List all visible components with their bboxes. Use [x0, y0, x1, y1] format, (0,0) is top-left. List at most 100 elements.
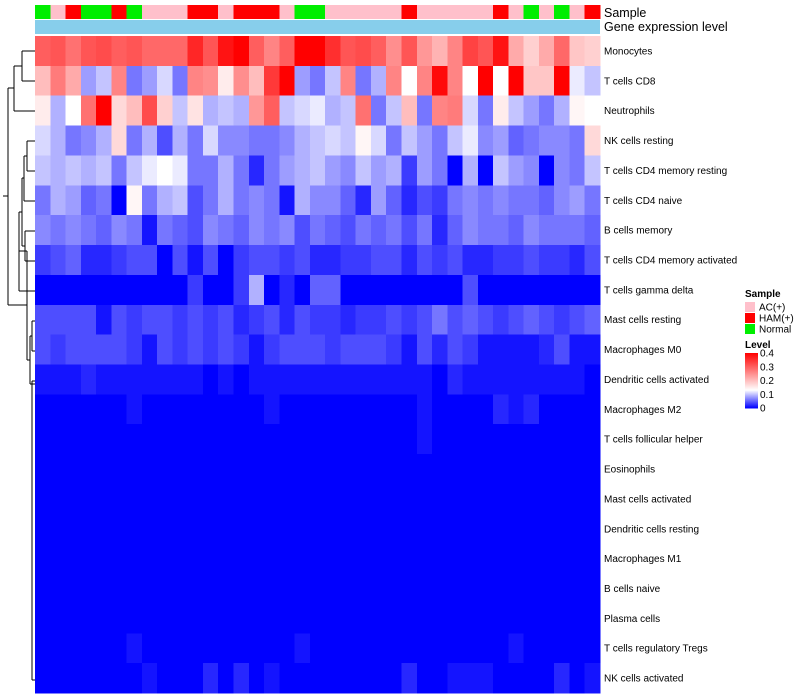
heatmap-cell — [50, 215, 66, 246]
heatmap-cell — [157, 65, 173, 97]
heatmap-cell — [447, 36, 463, 67]
heatmap-cell — [172, 603, 189, 634]
heatmap-cell — [172, 513, 189, 545]
heatmap-cell — [202, 663, 219, 694]
heatmap-cell — [355, 65, 372, 97]
heatmap-cell — [370, 394, 387, 425]
heatmap-cell — [111, 125, 128, 156]
heatmap-cell — [111, 663, 128, 694]
heatmap-cell — [416, 334, 433, 365]
heatmap-cell — [279, 424, 295, 455]
heatmap-cell — [401, 394, 418, 425]
heatmap-cell — [264, 513, 280, 545]
heatmap-cell — [508, 36, 525, 67]
level-colorbar-segment — [745, 354, 758, 356]
heatmap-cell — [233, 573, 250, 604]
heatmap-cell — [584, 65, 601, 97]
heatmap-cell — [65, 633, 82, 664]
heatmap-cell — [569, 513, 586, 545]
row-label: T cells CD4 memory resting — [604, 166, 727, 177]
heatmap-cell — [340, 185, 357, 216]
heatmap-cell — [96, 483, 112, 515]
heatmap-cell — [202, 603, 219, 634]
heatmap-cell — [218, 364, 234, 395]
heatmap-cell — [538, 573, 555, 604]
heatmap-cell — [126, 125, 143, 156]
heatmap-cell — [447, 633, 463, 664]
heatmap-cell — [141, 513, 158, 545]
heatmap-cell — [493, 334, 509, 365]
heatmap-cell — [340, 274, 357, 306]
heatmap-cell — [309, 543, 326, 574]
level-colorbar-segment — [745, 357, 758, 359]
heatmap-cell — [65, 304, 82, 336]
sample-annotation-cell — [157, 5, 173, 19]
heatmap-cell — [432, 125, 448, 156]
heatmap-cell — [416, 424, 433, 455]
sample-annotation-cell — [432, 5, 448, 19]
heatmap-cell — [80, 603, 97, 634]
heatmap-cell — [157, 304, 173, 336]
heatmap-cell — [233, 454, 250, 485]
heatmap-cell — [432, 245, 448, 276]
heatmap-cell — [508, 364, 525, 395]
row-label: Neutrophils — [604, 106, 655, 117]
heatmap-cell — [111, 274, 128, 306]
heatmap-cell — [202, 573, 219, 604]
heatmap-cell — [202, 483, 219, 515]
heatmap-cell — [416, 304, 433, 336]
heatmap-cell — [538, 513, 555, 545]
heatmap-cell — [386, 304, 402, 336]
heatmap-cell — [172, 125, 189, 156]
heatmap-cell — [325, 483, 341, 515]
heatmap-cell — [96, 155, 112, 186]
heatmap-cell — [248, 573, 265, 604]
heatmap-cell — [447, 454, 463, 485]
level-colorbar-segment — [745, 364, 758, 366]
heatmap-cell — [432, 95, 448, 126]
heatmap-cell — [477, 364, 494, 395]
level-colorbar-segment — [745, 358, 758, 360]
heatmap-cell — [447, 543, 463, 574]
heatmap-cell — [80, 274, 97, 306]
heatmap-cell — [584, 394, 601, 425]
heatmap-cell — [233, 334, 250, 365]
gene-expression-bar — [35, 20, 600, 34]
heatmap-cell — [569, 274, 586, 306]
heatmap-cell — [340, 65, 357, 97]
row-label: Macrophages M0 — [604, 345, 682, 356]
sample-annotation-cell — [141, 5, 158, 19]
heatmap-cell — [279, 334, 295, 365]
heatmap-cell — [35, 95, 51, 126]
heatmap-cell — [462, 304, 479, 336]
heatmap-cell — [462, 394, 479, 425]
heatmap-cell — [141, 334, 158, 365]
heatmap-cell — [401, 185, 418, 216]
heatmap-cell — [294, 36, 311, 67]
heatmap-cell — [355, 454, 372, 485]
heatmap-cell — [294, 483, 311, 515]
heatmap-cell — [355, 125, 372, 156]
heatmap-cell — [233, 364, 250, 395]
heatmap-cell — [493, 125, 509, 156]
heatmap-cell — [325, 304, 341, 336]
heatmap-cell — [538, 454, 555, 485]
heatmap-cell — [65, 274, 82, 306]
heatmap-cell — [523, 155, 540, 186]
heatmap-cell — [370, 663, 387, 694]
heatmap-cell — [477, 424, 494, 455]
heatmap-cell — [172, 95, 189, 126]
heatmap-cell — [538, 603, 555, 634]
heatmap-cell — [126, 304, 143, 336]
heatmap-cell — [202, 513, 219, 545]
heatmap-cell — [111, 185, 128, 216]
level-colorbar-segment — [745, 404, 758, 406]
sample-annotation-cell — [401, 5, 418, 19]
heatmap-cell — [416, 573, 433, 604]
heatmap-cell — [416, 95, 433, 126]
heatmap-cell — [80, 185, 97, 216]
heatmap-cell — [355, 95, 372, 126]
level-colorbar-segment — [745, 407, 758, 409]
heatmap-cell — [248, 543, 265, 574]
heatmap-cell — [309, 633, 326, 664]
